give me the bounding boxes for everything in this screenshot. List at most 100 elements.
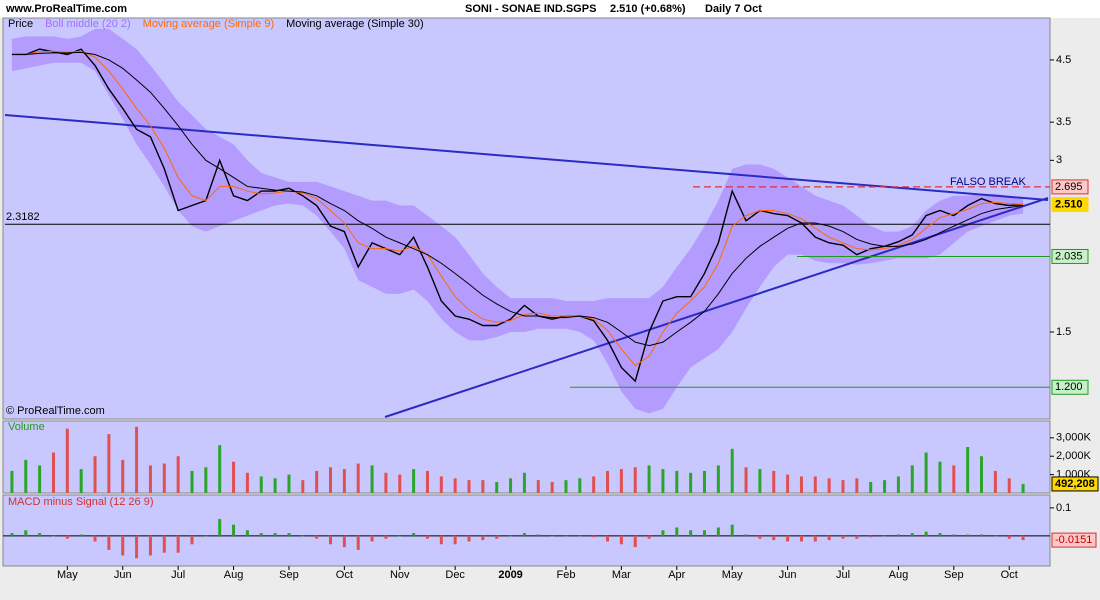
bar [592,535,596,538]
y-tick-label: 3 [1056,154,1062,166]
bar [813,476,817,493]
bar [135,535,139,559]
bar [661,469,665,493]
bar [301,535,305,537]
panel-title: Volume [8,421,45,433]
y-tick-label: 0.1 [1056,502,1071,514]
x-tick-label: 2009 [498,569,522,581]
current-box [1051,532,1097,548]
bollinger-band [11,28,1024,414]
current-box [1051,476,1099,492]
bar [786,474,790,493]
bar [356,535,360,550]
bar [218,445,222,493]
bar [93,535,97,542]
bar [51,452,55,493]
bar [716,527,720,536]
bar [162,463,166,493]
legend-entry: Moving average (Simple 30) [286,18,424,30]
bar [287,474,291,493]
level-box [1051,248,1089,264]
bar [661,530,665,536]
bar [204,467,208,493]
level-box [1051,379,1089,395]
x-tick-label: Aug [224,569,244,581]
bar [799,535,803,542]
x-tick-label: Jul [836,569,850,581]
bar [993,535,997,537]
bar [606,535,610,542]
annotation: FALSO BREAK [950,176,1026,188]
bar [606,470,610,493]
bar [647,535,651,539]
bar [772,470,776,493]
bar [342,535,346,548]
bar [592,476,596,493]
macd-panel [2,494,1051,567]
bar [245,472,249,493]
y-tick-label: 4.5 [1056,54,1071,66]
volume-panel [2,420,1051,494]
bar [24,459,28,493]
bar [758,469,762,493]
period: Daily 7 Oct [705,3,762,15]
bar [93,456,97,493]
x-tick-label: Jul [171,569,185,581]
bar [883,480,887,493]
panel-title: MACD minus Signal (12 26 9) [8,496,154,508]
x-tick-label: May [57,569,78,581]
bar [1021,483,1025,493]
trendline [384,197,1049,418]
bar [329,467,333,493]
bar [522,472,526,493]
trendlines [4,114,1049,418]
bar [481,480,485,493]
bar [522,533,526,536]
bar [578,535,582,537]
bar [467,480,471,493]
bar [633,535,637,548]
current-label: 492,208 [1055,478,1095,490]
bar [675,527,679,536]
bar [536,480,540,493]
bar [190,470,194,493]
bar [176,535,180,553]
bar [550,481,554,493]
bar [176,456,180,493]
bar [398,535,402,537]
bar [148,535,152,556]
bar [121,535,125,556]
bar [204,535,208,537]
bar [730,524,734,536]
x-tick-label: Oct [1001,569,1018,581]
bar [79,469,83,493]
bar [273,533,277,536]
level-label: 1.200 [1055,381,1083,393]
bar [966,447,970,493]
bar [855,535,859,539]
bar [924,452,928,493]
bar [855,478,859,493]
bar [883,535,887,537]
bar [896,476,900,493]
bar [827,478,831,493]
bar [1007,478,1011,493]
bar [218,519,222,536]
level-box [1051,197,1089,213]
bar [398,474,402,493]
bar [10,533,14,536]
bar [564,535,568,537]
bar [647,465,651,493]
x-tick-label: Jun [779,569,797,581]
bar [384,472,388,493]
bar [578,478,582,493]
chart-title: SONI - SONAE IND.SGPS [465,3,596,15]
bar [38,465,42,493]
bar [467,535,471,542]
bar [772,535,776,541]
bar [453,535,457,545]
bar [980,534,984,536]
level-label: 2.510 [1055,198,1083,210]
bar [869,535,873,538]
